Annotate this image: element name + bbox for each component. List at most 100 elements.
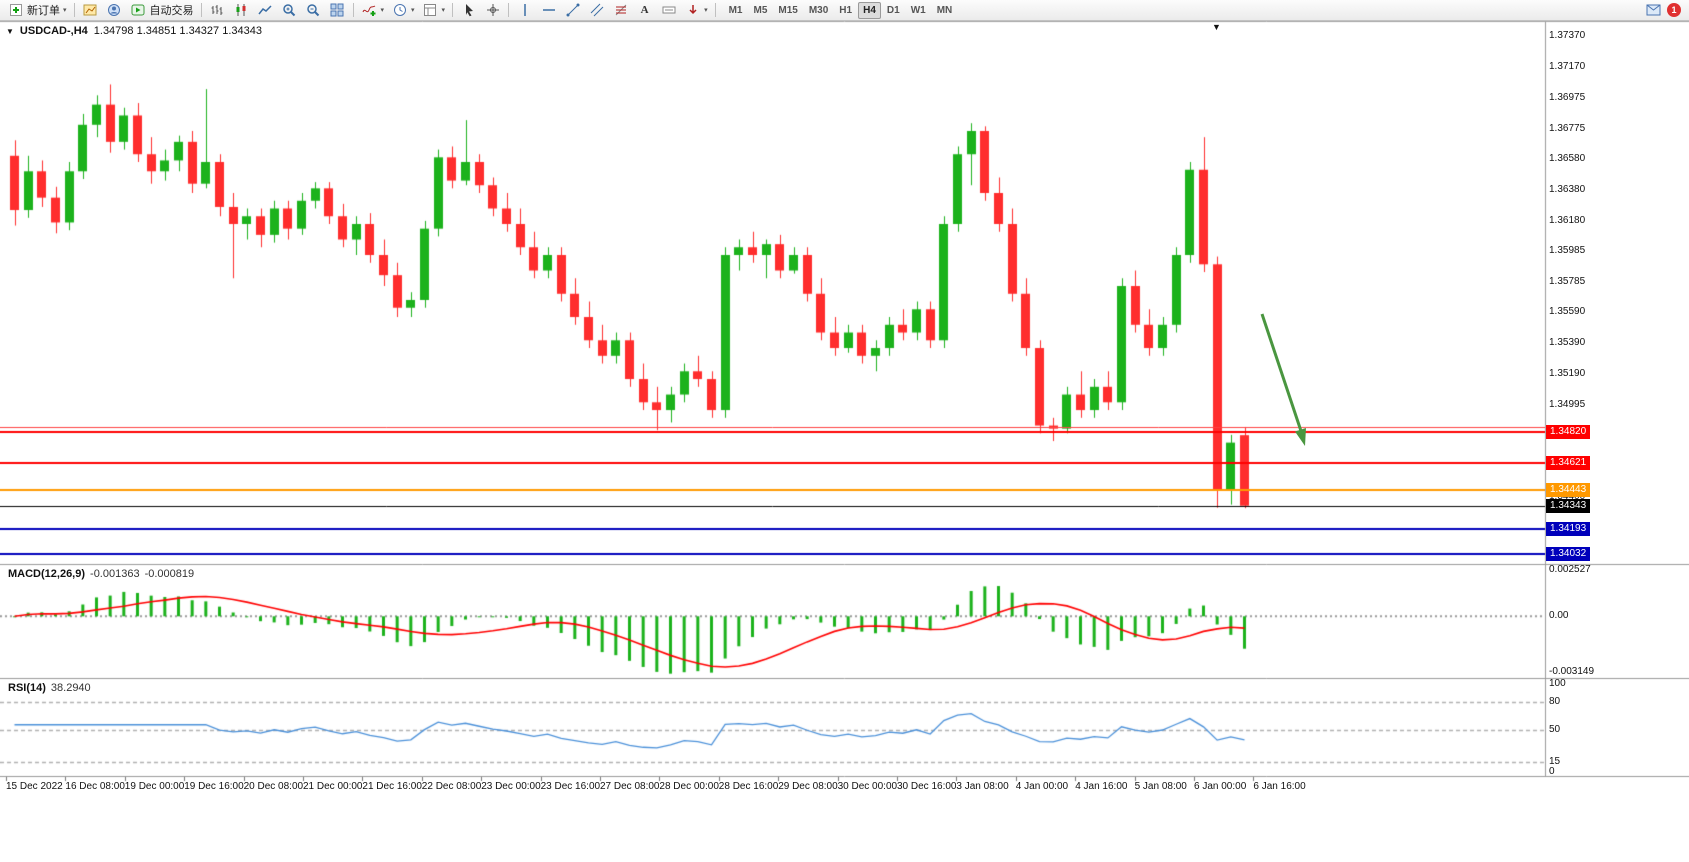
new-order-label: 新订单 — [27, 5, 60, 17]
price-axis-label: 1.36975 — [1549, 91, 1586, 103]
price-axis-label: 1.37170 — [1549, 61, 1586, 73]
price-line-tag[interactable]: 1.34032 — [1546, 546, 1591, 561]
chevron-down-icon: ▾ — [380, 7, 385, 14]
time-axis-label: 27 Dec 08:00 — [600, 781, 660, 792]
price-line-tag[interactable]: 1.34343 — [1546, 498, 1591, 513]
chart-ohlc-values: 1.34798 1.34851 1.34327 1.34343 — [93, 25, 262, 37]
template-icon — [422, 2, 439, 19]
fibonacci-tool-button[interactable] — [609, 1, 632, 19]
time-axis-label: 30 Dec 16:00 — [897, 781, 957, 792]
tile-windows-button[interactable] — [326, 1, 349, 19]
time-axis-label: 5 Jan 08:00 — [1134, 781, 1187, 792]
timeframe-toolbar: M1 M5 M15 M30 H1 H4 D1 W1 MN — [724, 1, 958, 19]
line-chart-icon — [257, 2, 274, 19]
clock-icon — [391, 2, 408, 19]
time-axis-label: 15 Dec 2022 — [6, 781, 63, 792]
candlestick-mode-button[interactable] — [230, 1, 253, 19]
macd-signal-value: -0.000819 — [144, 568, 195, 580]
toolbar-separator — [508, 3, 510, 17]
toolbar-separator — [714, 3, 716, 17]
time-axis-label: 4 Jan 00:00 — [1015, 781, 1069, 792]
label-tool-button[interactable] — [657, 1, 680, 19]
price-axis-label: 1.35985 — [1549, 245, 1586, 257]
zoom-out-icon — [305, 2, 322, 19]
profile-button[interactable] — [103, 1, 126, 19]
indicators-icon — [361, 2, 378, 19]
time-axis-label: 29 Dec 08:00 — [778, 781, 838, 792]
time-axis-label: 21 Dec 00:00 — [303, 781, 363, 792]
charts-window-button[interactable] — [79, 1, 102, 19]
arrows-tool-button[interactable]: ▾ — [681, 1, 711, 19]
templates-button[interactable]: ▾ — [419, 1, 449, 19]
macd-label: MACD(12,26,9) — [8, 568, 86, 580]
price-line-tag[interactable]: 1.34443 — [1546, 483, 1591, 498]
price-line-tag[interactable]: 1.34193 — [1546, 521, 1591, 536]
timeframe-m5-button[interactable]: M5 — [753, 4, 768, 16]
time-axis-label: 19 Dec 16:00 — [184, 781, 244, 792]
horizontal-line-icon — [540, 2, 557, 19]
trendline-tool-button[interactable] — [561, 1, 584, 19]
time-axis-label: 16 Dec 08:00 — [65, 781, 125, 792]
timeframe-m15-button[interactable]: M15 — [778, 4, 798, 16]
main-toolbar: 新订单 ▾ 自动交易 ▾ ▾ ▾ — [0, 0, 1689, 21]
crosshair-tool-button[interactable] — [481, 1, 504, 19]
text-tool-button[interactable]: A — [633, 1, 656, 19]
new-order-button[interactable]: 新订单 ▾ — [4, 1, 70, 19]
price-axis-label: 1.35390 — [1549, 337, 1586, 349]
rsi-label-row: RSI(14) 38.2940 — [8, 682, 91, 694]
chart-symbol-label: USDCAD-,H4 — [19, 25, 88, 37]
time-axis-label: 30 Dec 00:00 — [837, 781, 898, 792]
timeframe-mn-button[interactable]: MN — [936, 4, 953, 16]
zoom-in-button[interactable] — [278, 1, 301, 19]
time-axis-label: 28 Dec 00:00 — [659, 781, 719, 792]
timeframe-d1-button[interactable]: D1 — [886, 4, 900, 16]
timeframe-m1-button[interactable]: M1 — [728, 4, 743, 16]
horizontal-line-tool-button[interactable] — [537, 1, 560, 19]
notification-badge[interactable]: 1 — [1667, 3, 1681, 17]
toolbar-separator — [200, 3, 202, 17]
rsi-axis-label: 50 — [1549, 724, 1561, 735]
profile-icon — [106, 2, 123, 19]
timeframe-h1-button[interactable]: H1 — [839, 4, 853, 16]
bar-chart-mode-button[interactable] — [206, 1, 229, 19]
price-line-tag[interactable]: 1.34820 — [1546, 424, 1591, 439]
crosshair-icon — [484, 2, 501, 19]
time-axis-label: 6 Jan 16:00 — [1253, 781, 1306, 792]
macd-main-value: -0.001363 — [90, 568, 140, 580]
down-arrow-annotation[interactable] — [1250, 306, 1320, 461]
auto-trading-button[interactable]: 自动交易 — [127, 1, 197, 19]
vertical-line-tool-button[interactable] — [513, 1, 536, 19]
toolbar-right-group: 1 — [1645, 2, 1685, 19]
chart-title: ▼ USDCAD-,H4 1.34798 1.34851 1.34327 1.3… — [6, 25, 262, 37]
chevron-down-icon: ▾ — [411, 7, 415, 14]
periods-button[interactable]: ▾ — [388, 1, 418, 19]
price-line-tag[interactable]: 1.34621 — [1546, 455, 1591, 470]
label-tool-icon — [660, 2, 677, 19]
tile-windows-icon — [329, 2, 346, 19]
chevron-down-icon: ▾ — [441, 7, 446, 14]
timeframe-w1-button[interactable]: W1 — [910, 4, 926, 16]
timeframe-m30-button[interactable]: M30 — [808, 4, 829, 16]
line-chart-mode-button[interactable] — [254, 1, 277, 19]
macd-axis-min-label: -0.003149 — [1549, 666, 1595, 677]
zoom-in-icon — [281, 2, 298, 19]
toolbar-separator — [352, 3, 354, 17]
message-icon[interactable] — [1645, 2, 1662, 19]
chevron-down-icon: ▾ — [63, 7, 67, 14]
timeframe-h4-button[interactable]: H4 — [858, 1, 881, 19]
candlestick-icon — [233, 2, 250, 19]
price-axis-label: 1.36180 — [1549, 214, 1586, 226]
symbol-dropdown-icon[interactable]: ▼ — [6, 26, 14, 36]
indicators-button[interactable]: ▾ — [358, 1, 388, 19]
time-axis-label: 20 Dec 08:00 — [243, 781, 304, 792]
rsi-axis-label: 100 — [1549, 678, 1566, 689]
auto-trading-icon — [130, 2, 147, 19]
price-axis-label: 1.36380 — [1549, 183, 1586, 195]
zoom-out-button[interactable] — [302, 1, 325, 19]
channel-tool-button[interactable] — [585, 1, 608, 19]
price-axis-label: 1.36775 — [1549, 122, 1586, 134]
price-axis-label: 1.35590 — [1549, 306, 1586, 318]
cursor-tool-button[interactable] — [457, 1, 480, 19]
chart-shift-marker[interactable]: ▼ — [1212, 22, 1221, 32]
